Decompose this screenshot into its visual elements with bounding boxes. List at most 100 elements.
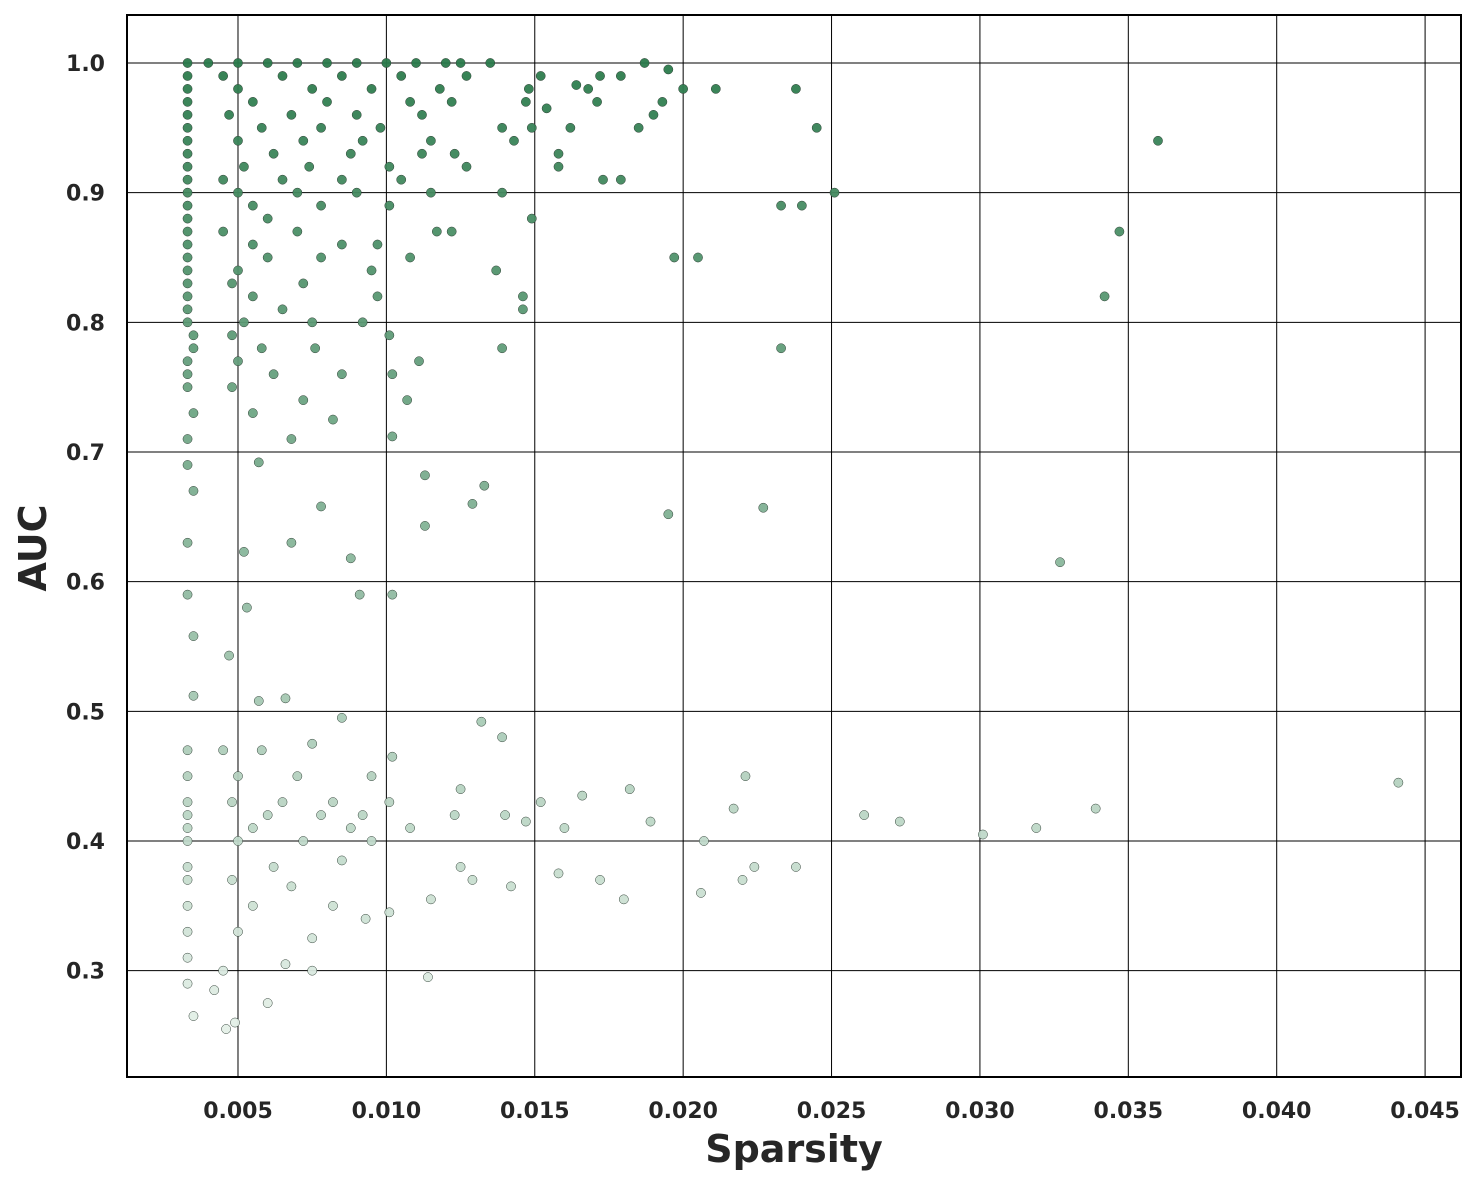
- point: [366, 84, 377, 94]
- point: [598, 174, 608, 185]
- point: [316, 501, 326, 512]
- point: [345, 553, 356, 564]
- point: [227, 797, 237, 807]
- point: [541, 103, 552, 114]
- point: [797, 200, 807, 211]
- point: [233, 771, 243, 782]
- point: [663, 64, 674, 75]
- point: [233, 836, 243, 846]
- point: [268, 369, 279, 380]
- point: [509, 135, 519, 146]
- point: [497, 122, 507, 133]
- point: [351, 58, 362, 68]
- point: [182, 382, 193, 393]
- y-tick-label: 0.4: [66, 830, 105, 855]
- point: [354, 589, 365, 600]
- point: [233, 926, 243, 937]
- point: [242, 602, 252, 613]
- point: [526, 213, 537, 224]
- point: [182, 356, 193, 367]
- point: [497, 732, 507, 743]
- point: [1153, 135, 1163, 146]
- point: [182, 810, 193, 820]
- point: [307, 738, 318, 749]
- point: [737, 875, 748, 885]
- point: [182, 278, 193, 289]
- point: [262, 810, 273, 820]
- y-axis-label: AUC: [11, 505, 55, 592]
- point: [351, 187, 362, 198]
- point: [227, 278, 237, 289]
- point: [233, 187, 243, 198]
- point: [233, 356, 243, 367]
- point: [328, 797, 338, 807]
- point: [268, 862, 279, 872]
- x-tick-label: 0.045: [1390, 1099, 1460, 1124]
- point: [262, 252, 273, 263]
- point: [523, 84, 534, 94]
- point: [467, 499, 478, 509]
- x-tick-label: 0.010: [352, 1099, 422, 1124]
- x-tick-label: 0.020: [648, 1099, 718, 1124]
- point: [307, 317, 318, 328]
- point: [553, 868, 564, 879]
- point: [307, 965, 318, 976]
- point: [182, 71, 193, 81]
- point: [446, 97, 457, 107]
- point: [518, 304, 528, 315]
- point: [224, 650, 234, 661]
- point: [749, 862, 760, 872]
- point: [182, 213, 193, 224]
- point: [420, 521, 430, 531]
- point: [535, 797, 546, 807]
- point: [182, 460, 193, 470]
- point: [262, 58, 273, 68]
- point: [577, 790, 588, 801]
- point: [337, 239, 347, 250]
- point: [188, 690, 199, 701]
- point: [280, 693, 291, 704]
- point: [277, 797, 288, 807]
- point: [182, 745, 193, 756]
- point: [203, 58, 214, 68]
- point: [256, 122, 267, 133]
- point: [571, 80, 582, 90]
- x-tick-label: 0.035: [1094, 1099, 1164, 1124]
- point: [360, 913, 371, 924]
- point: [182, 109, 193, 120]
- point: [209, 985, 220, 995]
- point: [239, 546, 249, 557]
- point: [188, 631, 199, 641]
- point: [233, 58, 243, 68]
- point: [345, 823, 356, 833]
- point: [239, 161, 249, 172]
- point: [182, 226, 193, 237]
- x-axis-label: Sparsity: [705, 1127, 883, 1171]
- point: [384, 161, 395, 172]
- point: [357, 317, 368, 328]
- point: [357, 810, 368, 820]
- point: [182, 771, 193, 782]
- point: [372, 291, 383, 302]
- point: [337, 712, 347, 723]
- point: [624, 784, 635, 794]
- point: [316, 810, 326, 820]
- point: [485, 58, 496, 68]
- point: [776, 200, 786, 211]
- point: [710, 84, 721, 94]
- point: [791, 862, 801, 872]
- point: [218, 965, 229, 976]
- point: [553, 161, 564, 172]
- point: [230, 1017, 240, 1028]
- y-tick-label: 0.7: [66, 441, 105, 466]
- point: [182, 97, 193, 107]
- point: [316, 122, 326, 133]
- point: [696, 888, 706, 898]
- point: [461, 71, 472, 81]
- point: [307, 933, 318, 944]
- point: [337, 174, 347, 185]
- point: [387, 431, 398, 442]
- point: [262, 213, 273, 224]
- point: [182, 252, 193, 263]
- x-tick-label: 0.015: [500, 1099, 570, 1124]
